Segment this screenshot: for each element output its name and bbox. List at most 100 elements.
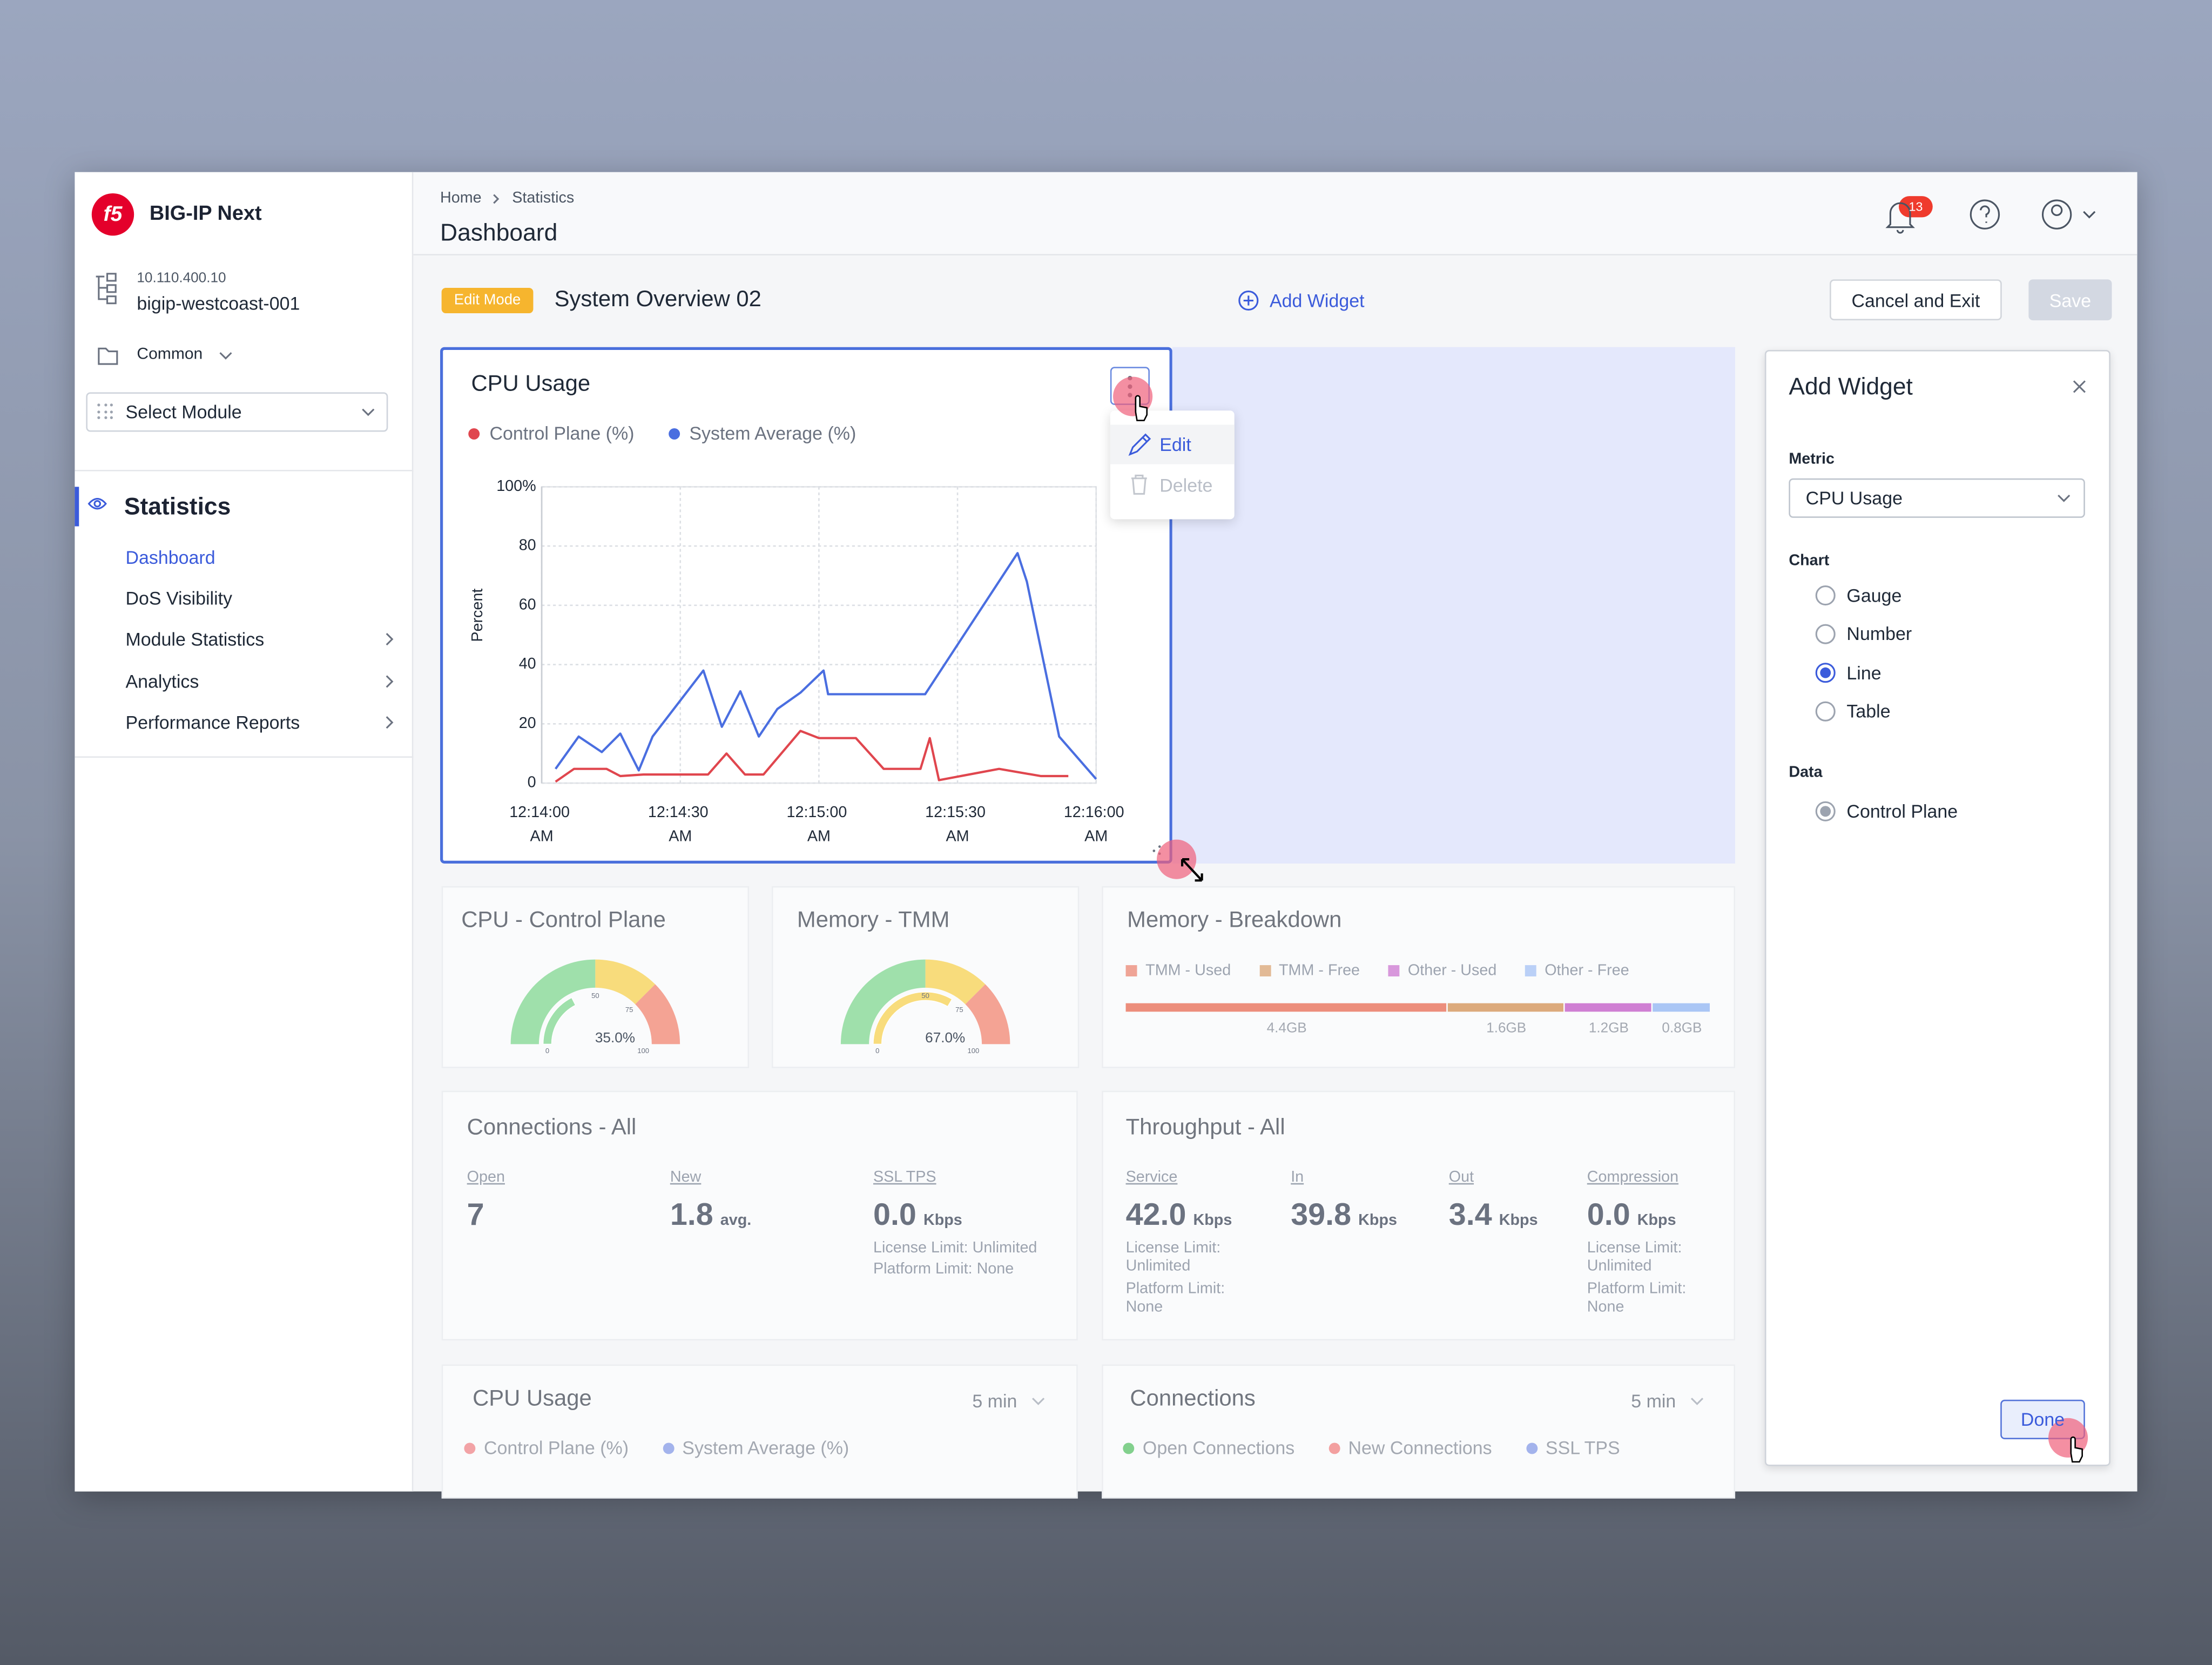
legend-label: Control Plane (%) <box>483 1437 629 1459</box>
range-select[interactable]: 5 min <box>972 1390 1017 1412</box>
metric-label: Compression <box>1587 1169 1679 1186</box>
legend-dot <box>468 427 480 439</box>
nav-item[interactable]: Analytics <box>125 671 199 692</box>
range-select[interactable]: 5 min <box>1631 1390 1676 1412</box>
card <box>1102 886 1736 1068</box>
value: 1.8 <box>670 1196 713 1232</box>
radio-label[interactable]: Gauge <box>1846 584 1902 606</box>
legend-dot <box>662 1442 674 1454</box>
value: 39.8 <box>1291 1196 1352 1232</box>
nav-item[interactable]: Performance Reports <box>125 712 300 733</box>
grid-dot <box>103 416 107 420</box>
grid-dot <box>97 409 101 414</box>
unit: Kbps <box>1193 1212 1232 1229</box>
divider <box>75 756 414 758</box>
card <box>441 1090 1078 1341</box>
metric-label: Out <box>1448 1169 1474 1186</box>
radio-label[interactable]: Number <box>1846 623 1912 645</box>
partition[interactable]: Common <box>137 346 203 363</box>
metric-note: License Limit: <box>1587 1239 1682 1257</box>
metric-note: Platform Limit: <box>1125 1280 1225 1298</box>
device-ip: 10.110.400.10 <box>137 271 226 287</box>
legend-label: New Connections <box>1348 1437 1492 1459</box>
metric-label: Open <box>467 1169 505 1186</box>
legend-item: Open Connections <box>1123 1437 1294 1458</box>
grid-dot <box>110 409 113 414</box>
legend-dot <box>464 1442 476 1454</box>
nav-item[interactable]: Module Statistics <box>125 628 265 650</box>
legend-label: TMM - Free <box>1278 962 1360 980</box>
menu-item[interactable]: Delete <box>1159 475 1213 496</box>
legend-dot <box>668 427 680 439</box>
unit: Kbps <box>1499 1212 1538 1229</box>
menu-item[interactable]: Edit <box>1159 434 1191 455</box>
mode-badge <box>441 287 534 314</box>
unit: Kbps <box>1637 1212 1676 1229</box>
add-widget-panel <box>1764 349 2110 1466</box>
widget-title: CPU Usage <box>473 1387 592 1411</box>
widget-title: CPU Usage <box>471 372 591 397</box>
radio-label[interactable]: Table <box>1846 700 1891 722</box>
metric-value: 7 <box>467 1196 484 1232</box>
legend-swatch <box>1388 965 1400 976</box>
nav-section: Statistics <box>124 493 231 520</box>
legend-item: System Average (%) <box>668 423 856 444</box>
radio-label[interactable]: Line <box>1846 662 1881 684</box>
legend-swatch <box>1525 965 1536 976</box>
card <box>1102 1090 1736 1341</box>
metric-note: Platform Limit: None <box>873 1260 1014 1278</box>
nav-item[interactable]: Dashboard <box>125 547 215 568</box>
legend-item: Control Plane (%) <box>464 1437 629 1458</box>
value: 3.4 <box>1448 1196 1492 1232</box>
legend-item: System Average (%) <box>662 1437 849 1459</box>
nav-item[interactable]: DoS Visibility <box>125 588 233 609</box>
breadcrumb[interactable]: Statistics <box>512 190 575 207</box>
metric-note: License Limit: <box>1125 1239 1221 1257</box>
card <box>441 1364 1078 1499</box>
card <box>1102 1364 1736 1499</box>
legend-item: TMM - Free <box>1259 962 1360 979</box>
field-label: Metric <box>1789 450 1835 468</box>
legend-dot <box>1328 1442 1340 1454</box>
sidebar <box>75 172 414 1492</box>
legend-item: Control Plane (%) <box>468 423 634 444</box>
logo-text: f5 <box>103 202 123 227</box>
dashboard-name: System Overview 02 <box>554 287 761 312</box>
bottom-mask <box>413 1492 2137 1506</box>
widget-title: Connections - All <box>467 1116 637 1141</box>
metric-label: In <box>1291 1169 1304 1186</box>
grid-dot <box>110 416 113 420</box>
widget-title: Throughput - All <box>1125 1116 1285 1141</box>
legend-label: Other - Used <box>1407 962 1497 980</box>
active-indicator <box>75 487 79 527</box>
radio-label[interactable]: Control Plane <box>1846 800 1958 822</box>
metric-note: None <box>1587 1298 1624 1316</box>
metric-label: Service <box>1125 1169 1178 1186</box>
legend-dot <box>1123 1442 1135 1454</box>
legend-label: System Average (%) <box>682 1437 849 1459</box>
value: 7 <box>467 1196 484 1232</box>
legend-dot <box>1526 1442 1537 1454</box>
breadcrumb[interactable]: Home <box>440 190 482 207</box>
metric-select[interactable] <box>1789 478 2085 518</box>
widget-title: Memory - TMM <box>797 908 950 933</box>
legend: TMM - Used TMM - Free Other - Used Other - … <box>1125 962 1629 980</box>
widget-title: Memory - Breakdown <box>1127 908 1342 933</box>
metric-note: License Limit: Unlimited <box>873 1239 1037 1257</box>
cancel-button[interactable] <box>1830 279 2002 321</box>
metric-note: Platform Limit: <box>1587 1280 1687 1298</box>
module-select[interactable] <box>86 392 388 432</box>
grid-dot <box>97 403 101 407</box>
metric-value: 1.8 avg. <box>670 1196 751 1232</box>
header <box>413 172 2137 255</box>
unit: Kbps <box>923 1212 962 1229</box>
add-widget-link[interactable]: Add Widget <box>1270 289 1365 312</box>
legend-item: TMM - Used <box>1125 962 1231 979</box>
logo-mark <box>91 193 134 236</box>
save-button[interactable] <box>2028 279 2112 321</box>
grid-dot <box>110 403 113 407</box>
kebab-button[interactable] <box>1110 367 1150 405</box>
field-label: Chart <box>1789 552 1830 570</box>
